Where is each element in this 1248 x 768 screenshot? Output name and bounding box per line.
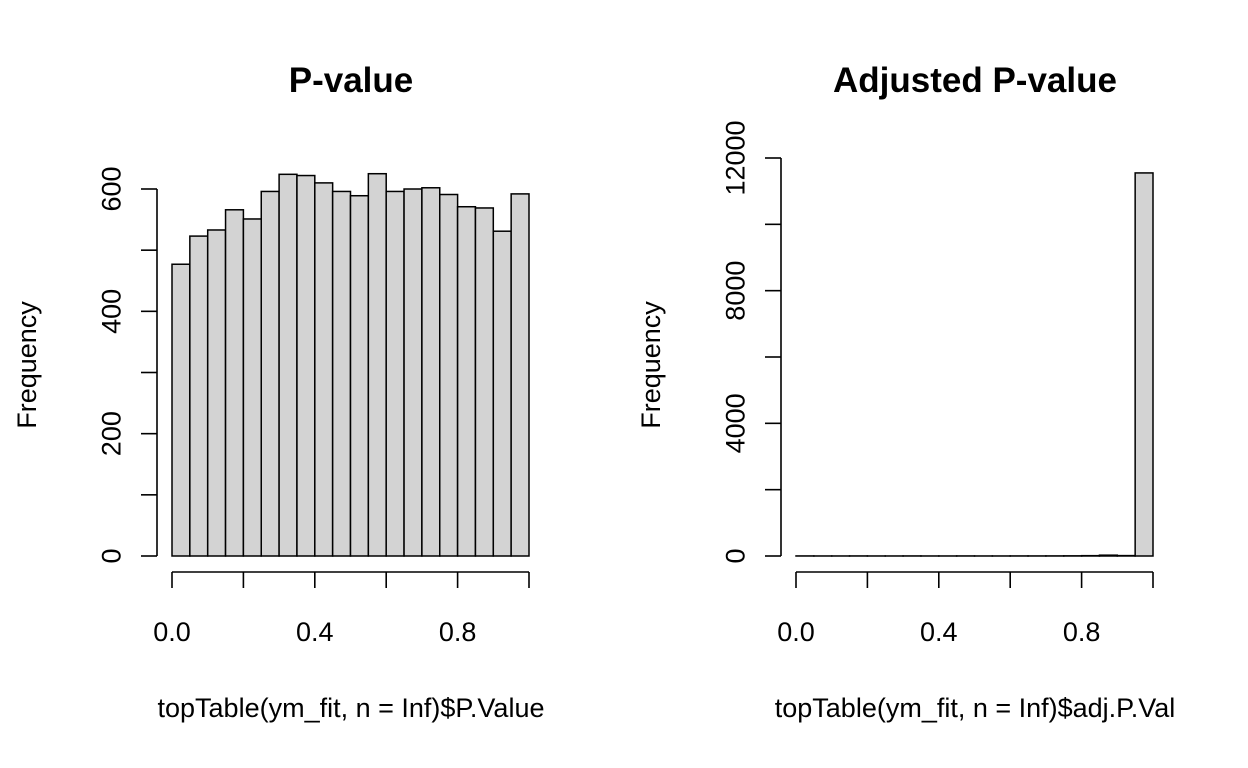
- adj-pvalue-y-axis-label: Frequency: [636, 301, 666, 429]
- pvalue-bar: [331, 190, 352, 557]
- pvalue-bar: [206, 229, 227, 557]
- adj-pvalue-y-tick-label: 0: [720, 548, 750, 563]
- adj-pvalue-bars: [795, 172, 1154, 557]
- pvalue-y-tick-label: 200: [96, 411, 126, 456]
- pvalue-bar: [439, 193, 459, 557]
- adj-pvalue-y-tick-label: 12000: [720, 120, 750, 195]
- pvalue-bar: [189, 235, 209, 557]
- pvalue-bar: [421, 187, 441, 557]
- adj-pvalue-x-tick-label: 0.8: [1063, 617, 1101, 647]
- pvalue-bar: [314, 182, 334, 557]
- pvalue-y-axis-label: Frequency: [12, 301, 42, 429]
- pvalue-bar: [224, 209, 245, 557]
- pvalue-bar: [260, 190, 280, 557]
- adj-pvalue-chart-title: Adjusted P-value: [833, 61, 1117, 100]
- pvalue-bar: [474, 207, 495, 557]
- pvalue-x-tick-label: 0.8: [439, 617, 477, 647]
- pvalue-bar: [510, 193, 530, 557]
- adj-pvalue-x-axis: 0.0 0.4 0.8: [777, 571, 1154, 647]
- pvalue-y-tick-label: 600: [96, 166, 126, 211]
- pvalue-x-axis: 0.0 0.4 0.8: [153, 571, 530, 647]
- pvalue-bar: [403, 188, 423, 557]
- pvalue-y-tick-label: 400: [96, 289, 126, 334]
- pvalue-bar: [171, 263, 191, 557]
- pvalue-x-tick-label: 0.0: [153, 617, 191, 647]
- pvalue-histogram-panel: P-value 0 200 400 600 0.0 0.4 0.8 Frequency t…: [12, 61, 544, 723]
- pvalue-y-tick-label: 0: [96, 548, 126, 563]
- pvalue-bar: [349, 194, 370, 557]
- pvalue-x-axis-label: topTable(ym_fit, n = Inf)$P.Value: [158, 693, 545, 723]
- adj-pvalue-bar: [1098, 554, 1119, 557]
- pvalue-y-axis: 0 200 400 600: [96, 166, 158, 564]
- pvalue-bar: [385, 190, 405, 557]
- adj-pvalue-y-axis: 0 4000 8000 12000: [720, 120, 782, 564]
- pvalue-bar: [296, 174, 316, 557]
- pvalue-bar: [456, 205, 477, 557]
- adj-pvalue-y-tick-label: 4000: [720, 393, 750, 453]
- pvalue-chart-title: P-value: [289, 61, 414, 100]
- adj-pvalue-x-tick-label: 0.4: [920, 617, 958, 647]
- pvalue-bar: [242, 218, 262, 557]
- pvalue-bar: [367, 172, 387, 557]
- pvalue-x-tick-label: 0.4: [296, 617, 334, 647]
- adj-pvalue-bar: [1134, 172, 1154, 557]
- pvalue-bar: [492, 230, 512, 557]
- adj-pvalue-x-axis-label: topTable(ym_fit, n = Inf)$adj.P.Val: [775, 693, 1175, 723]
- pvalue-bar: [278, 173, 298, 557]
- adj-pvalue-x-tick-label: 0.0: [777, 617, 815, 647]
- adj-pvalue-y-tick-label: 8000: [720, 261, 750, 321]
- pvalue-bars: [171, 172, 530, 557]
